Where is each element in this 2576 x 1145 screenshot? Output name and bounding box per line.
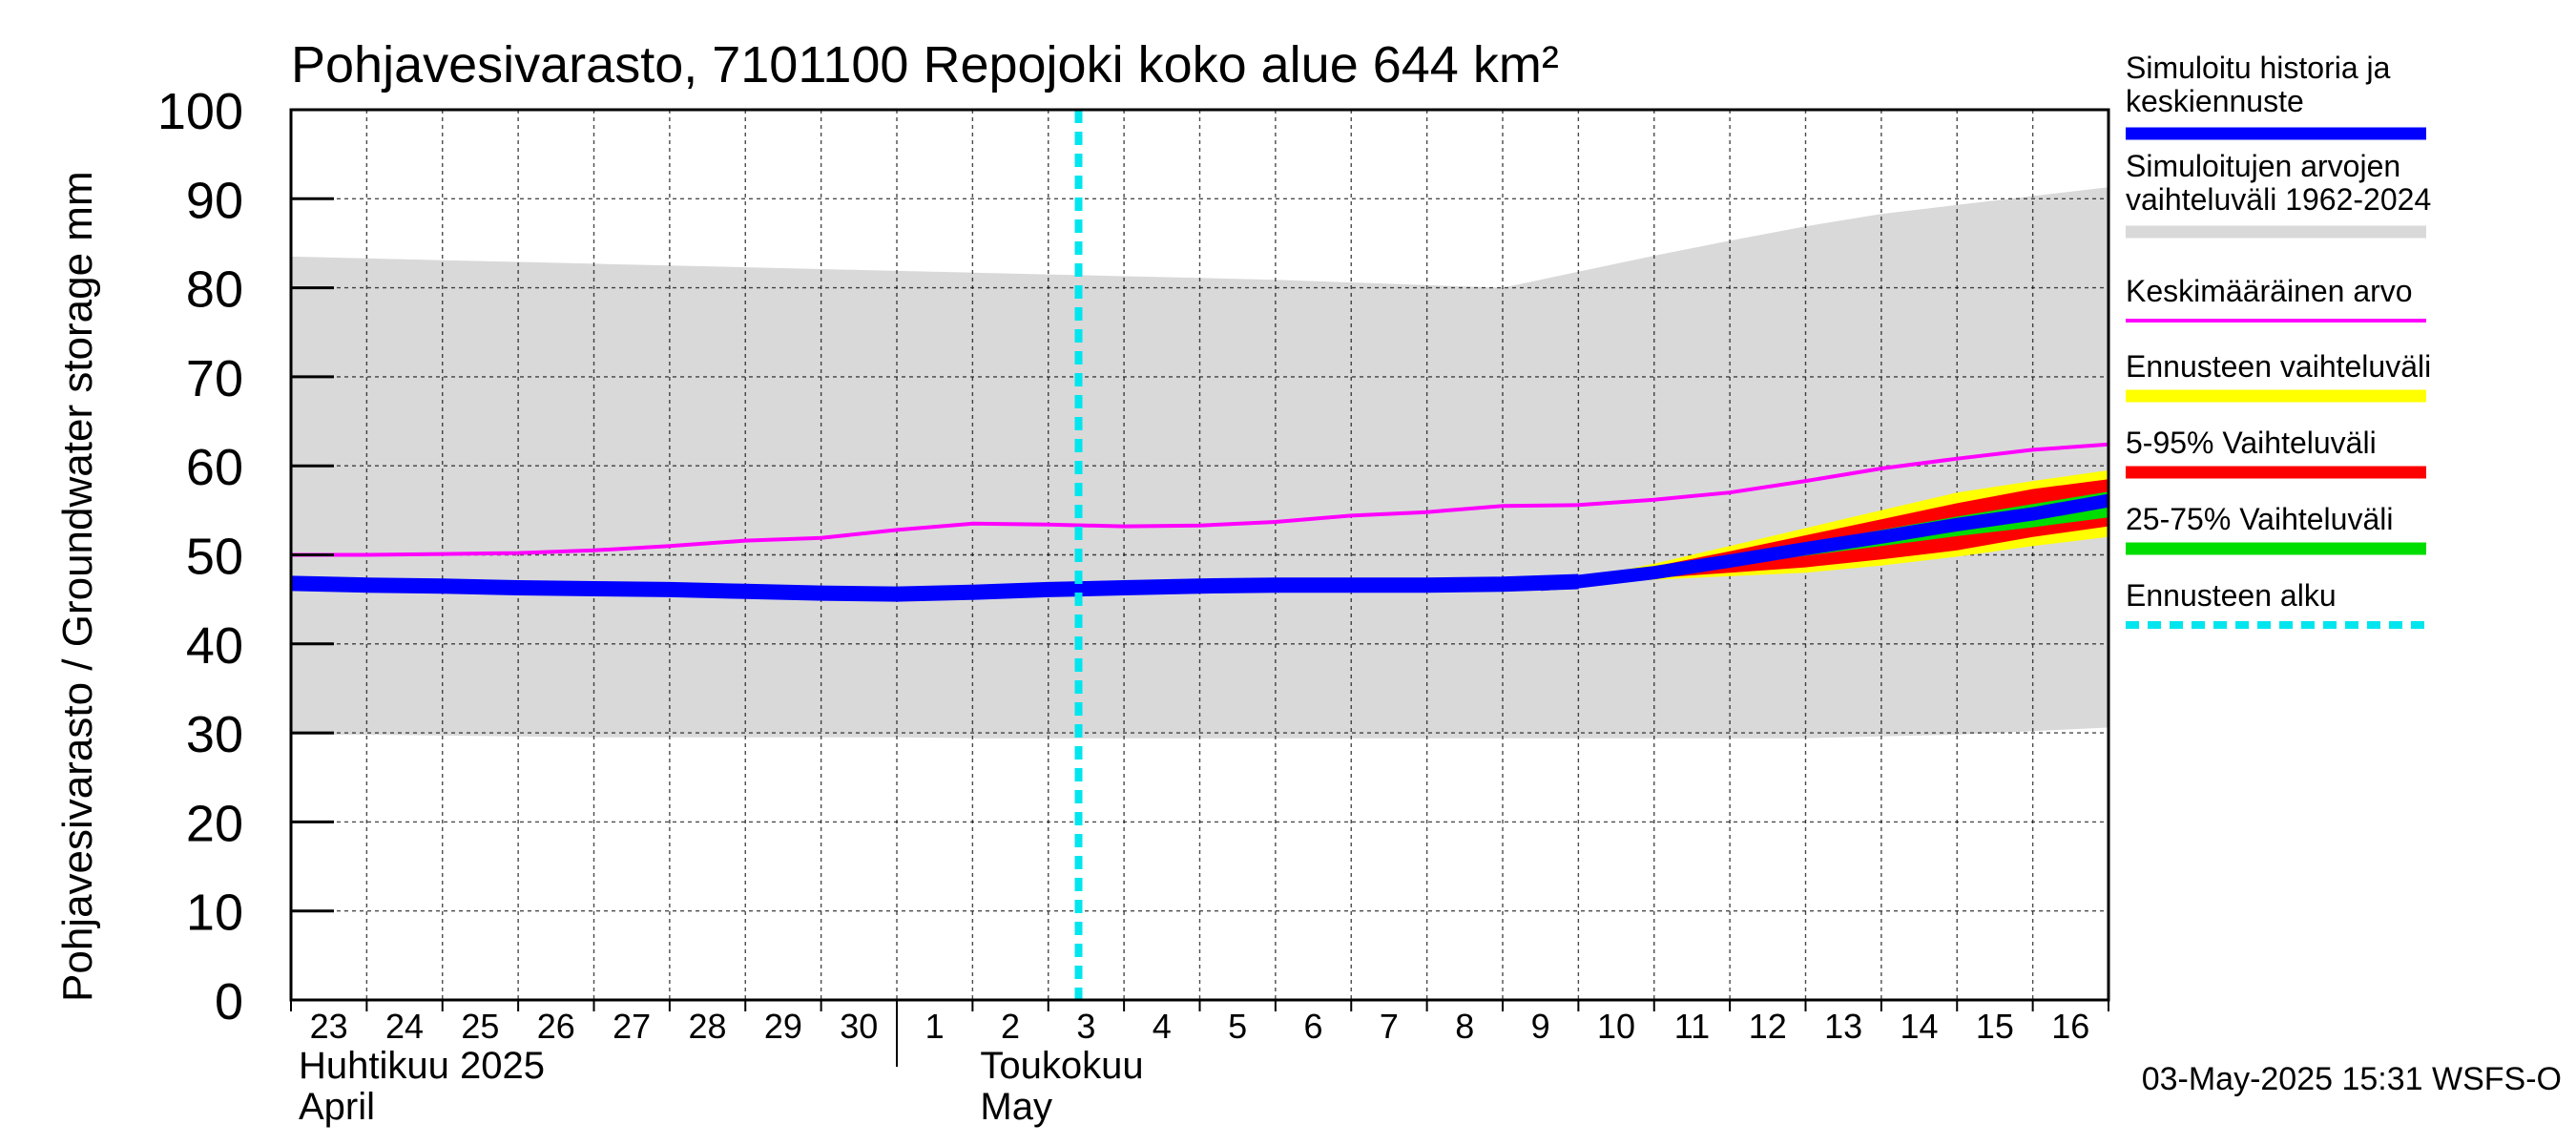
x-day-label: 27 <box>613 1007 651 1046</box>
y-tick-label: 100 <box>157 83 243 140</box>
month-label-fi: Huhtikuu 2025 <box>299 1045 545 1087</box>
x-day-label: 1 <box>925 1007 945 1046</box>
y-tick-label: 60 <box>186 439 243 496</box>
y-tick-label: 0 <box>215 973 243 1030</box>
x-day-label: 7 <box>1380 1007 1399 1046</box>
y-tick-label: 20 <box>186 795 243 852</box>
footer-timestamp: 03-May-2025 15:31 WSFS-O <box>2142 1061 2562 1097</box>
x-day-label: 14 <box>1901 1007 1939 1046</box>
y-axis-label: Pohjavesivarasto / Groundwater storage m… <box>54 171 101 1002</box>
x-day-label: 15 <box>1976 1007 2014 1046</box>
x-day-label: 10 <box>1597 1007 1635 1046</box>
x-day-label: 12 <box>1749 1007 1787 1046</box>
y-tick-label: 70 <box>186 350 243 407</box>
x-day-label: 9 <box>1531 1007 1550 1046</box>
x-day-label: 26 <box>537 1007 575 1046</box>
x-day-label: 16 <box>2051 1007 2089 1046</box>
legend-label: 25-75% Vaihteluväli <box>2126 502 2393 536</box>
legend-label: keskiennuste <box>2126 84 2304 118</box>
mean-line <box>291 442 2109 557</box>
p5-95-band <box>1540 479 2109 586</box>
legend-label: 5-95% Vaihteluväli <box>2126 426 2377 460</box>
x-day-label: 25 <box>461 1007 499 1046</box>
month-label-en: April <box>299 1086 375 1128</box>
x-day-label: 11 <box>1674 1007 1710 1046</box>
month-label-fi: Toukokuu <box>980 1045 1143 1087</box>
y-tick-label: 40 <box>186 617 243 675</box>
forecast-range-band <box>1540 469 2109 586</box>
history-line <box>290 573 1579 602</box>
x-day-label: 2 <box>1001 1007 1020 1046</box>
legend-label: Ennusteen alku <box>2126 578 2337 613</box>
forecast-median-line <box>1540 493 2110 592</box>
chart-title: Pohjavesivarasto, 7101100 Repojoki koko … <box>291 36 1559 94</box>
x-day-label: 13 <box>1824 1007 1862 1046</box>
x-day-label: 8 <box>1455 1007 1474 1046</box>
x-day-label: 28 <box>689 1007 727 1046</box>
legend-label: Simuloitujen arvojen <box>2126 149 2400 183</box>
x-day-label: 30 <box>840 1007 878 1046</box>
legend-label: Simuloitu historia ja <box>2126 51 2391 85</box>
y-tick-label: 90 <box>186 172 243 229</box>
x-day-label: 5 <box>1228 1007 1247 1046</box>
x-day-label: 3 <box>1076 1007 1095 1046</box>
legend-label: Ennusteen vaihteluväli <box>2126 349 2431 384</box>
x-day-label: 29 <box>764 1007 802 1046</box>
x-day-label: 23 <box>310 1007 348 1046</box>
y-tick-label: 80 <box>186 261 243 319</box>
y-tick-label: 10 <box>186 885 243 942</box>
legend-label: Keskimääräinen arvo <box>2126 274 2413 308</box>
y-tick-label: 30 <box>186 706 243 763</box>
x-day-label: 24 <box>385 1007 424 1046</box>
x-day-label: 4 <box>1153 1007 1172 1046</box>
x-day-label: 6 <box>1304 1007 1323 1046</box>
month-label-en: May <box>980 1086 1052 1128</box>
y-tick-label: 50 <box>186 529 243 586</box>
legend-label: vaihteluväli 1962-2024 <box>2126 182 2431 217</box>
